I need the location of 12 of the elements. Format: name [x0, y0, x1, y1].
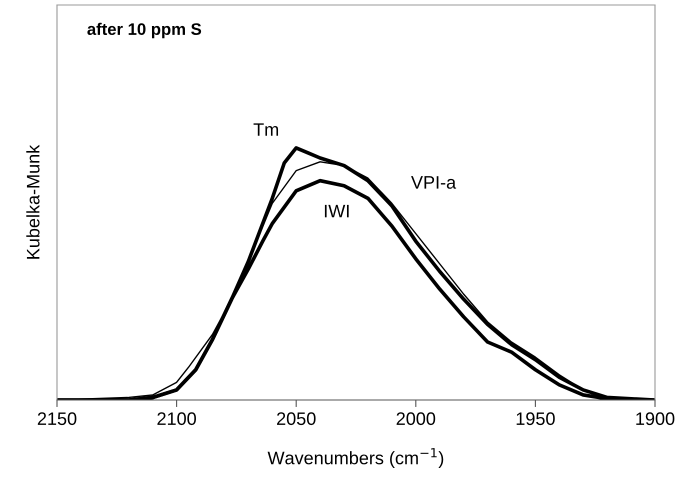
- y-axis-title: Kubelka-Munk: [26, 144, 40, 259]
- x-tick-label: 1900: [636, 412, 674, 426]
- chart-title: after 10 ppm S: [87, 22, 202, 38]
- x-tick-label: 2100: [157, 412, 196, 426]
- annotation: Tm: [254, 123, 278, 136]
- x-tick-label: 2000: [396, 412, 436, 426]
- x-tick-label: 2150: [38, 412, 76, 426]
- x-tick-label: 2050: [277, 412, 316, 426]
- x-tick-label: 1950: [516, 412, 555, 426]
- x-axis-title: Wavenumbers (cm$^{−1}$): [268, 448, 444, 468]
- annotation: IWI: [324, 204, 349, 218]
- annotation: VPI-a: [411, 176, 456, 189]
